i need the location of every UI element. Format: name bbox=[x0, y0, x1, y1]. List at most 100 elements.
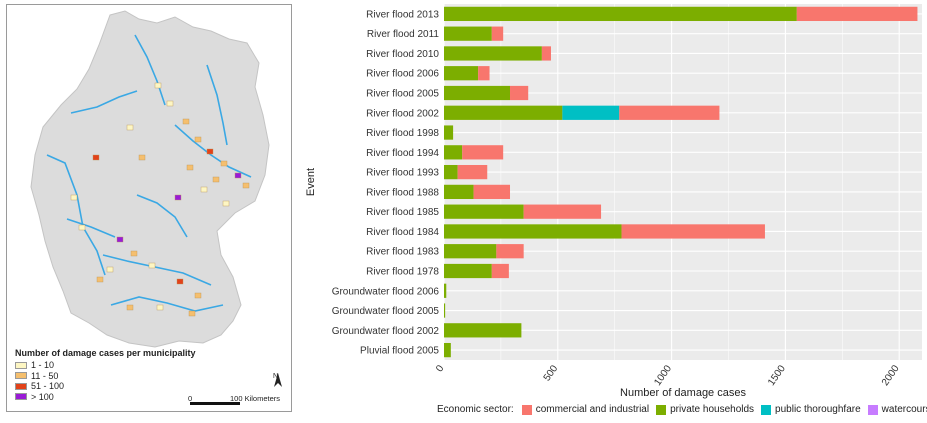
x-tick-label: 500 bbox=[542, 363, 561, 383]
chart-legend-item: commercial and industrial bbox=[521, 404, 649, 415]
y-tick-label: River flood 1998 bbox=[366, 128, 439, 139]
municipality-marker bbox=[200, 186, 208, 193]
x-tick-label: 1000 bbox=[652, 363, 674, 388]
bar-segment bbox=[444, 342, 451, 358]
map-legend-row: > 100 bbox=[15, 392, 196, 403]
municipality-marker bbox=[116, 236, 124, 243]
bar-segment bbox=[444, 184, 474, 200]
north-arrow: N bbox=[273, 373, 282, 387]
north-arrow-icon bbox=[274, 373, 282, 387]
bar-segment bbox=[444, 125, 454, 140]
legend-swatch-3 bbox=[15, 382, 27, 390]
legend-swatch-1 bbox=[15, 361, 27, 369]
bar-segment bbox=[478, 66, 490, 81]
bar-segment bbox=[619, 105, 720, 120]
y-tick-label: Groundwater flood 2005 bbox=[332, 306, 440, 317]
y-tick-label: River flood 1993 bbox=[366, 168, 439, 179]
y-axis-title: Event bbox=[305, 168, 317, 196]
municipality-marker bbox=[176, 278, 184, 285]
bar-segment bbox=[621, 224, 765, 239]
scale-bar-line bbox=[190, 402, 240, 405]
municipality-marker bbox=[222, 200, 230, 207]
municipality-marker bbox=[186, 164, 194, 171]
y-tick-label: River flood 1988 bbox=[366, 187, 439, 198]
bar-segment bbox=[444, 224, 622, 239]
scale-zero-label: 0 bbox=[188, 394, 193, 403]
bar-segment bbox=[444, 323, 522, 338]
chart-bars bbox=[444, 6, 918, 358]
y-tick-label: River flood 2002 bbox=[366, 108, 439, 119]
y-tick-label: River flood 1985 bbox=[366, 207, 439, 218]
bar-segment bbox=[496, 244, 524, 259]
x-tick-label: 2000 bbox=[880, 363, 902, 388]
y-tick-label: River flood 1984 bbox=[366, 227, 439, 238]
chart-legend-label: private households bbox=[670, 404, 755, 415]
legend-swatch-4 bbox=[15, 393, 27, 401]
map-legend-row: 51 - 100 bbox=[15, 381, 196, 392]
map-legend-label: 11 - 50 bbox=[31, 370, 59, 381]
bar-segment bbox=[444, 66, 479, 81]
bar-segment bbox=[457, 164, 488, 180]
y-tick-label: Pluvial flood 2005 bbox=[360, 346, 439, 357]
municipality-marker bbox=[234, 172, 242, 179]
chart-legend-item: private households bbox=[656, 404, 754, 415]
bar-segment bbox=[444, 244, 497, 259]
bar-segment bbox=[541, 46, 551, 61]
bar-segment bbox=[444, 145, 463, 160]
y-tick-label: River flood 1978 bbox=[366, 267, 439, 278]
scale-km-label: 100 Kilometers bbox=[230, 394, 281, 403]
chart-legend-label: watercourses bbox=[881, 404, 927, 415]
bar-segment bbox=[444, 6, 797, 22]
map-legend: Number of damage cases per municipality … bbox=[15, 348, 196, 402]
bar-segment bbox=[444, 303, 446, 318]
map-legend-title: Number of damage cases per municipality bbox=[15, 348, 196, 358]
bar-segment bbox=[510, 85, 529, 101]
municipality-marker bbox=[242, 182, 250, 189]
municipality-marker bbox=[194, 136, 202, 143]
municipality-marker bbox=[156, 304, 164, 311]
chart-legend-key bbox=[867, 404, 878, 415]
bar-segment bbox=[523, 204, 602, 219]
map-legend-label: > 100 bbox=[31, 391, 54, 402]
chart-legend-item: watercourses bbox=[867, 404, 927, 415]
x-axis-title: Number of damage cases bbox=[620, 387, 746, 399]
map-legend-row: 1 - 10 bbox=[15, 360, 196, 371]
bar-segment bbox=[444, 46, 542, 61]
chart-legend-key bbox=[521, 404, 532, 415]
municipality-marker bbox=[78, 224, 86, 231]
bar-segment bbox=[462, 145, 504, 160]
municipality-marker bbox=[182, 118, 190, 125]
x-tick-label: 1500 bbox=[766, 363, 788, 388]
municipality-marker bbox=[212, 176, 220, 183]
municipality-marker bbox=[154, 82, 162, 89]
chart-legend-key bbox=[656, 404, 667, 415]
bar-segment bbox=[444, 85, 511, 101]
municipality-markers bbox=[70, 82, 250, 317]
scale-bar: 0 100 Kilometers bbox=[188, 394, 280, 405]
chart-legend-title: Economic sector: bbox=[437, 404, 514, 415]
y-tick-label: Groundwater flood 2002 bbox=[332, 326, 440, 337]
chart-grid bbox=[443, 4, 922, 360]
municipality-marker bbox=[220, 160, 228, 167]
municipality-marker bbox=[92, 154, 100, 161]
municipality-marker bbox=[174, 194, 182, 201]
bar-segment bbox=[444, 26, 492, 41]
x-tick-labels: 0 500 1000 1500 2000 bbox=[434, 363, 902, 388]
municipality-marker bbox=[206, 148, 214, 155]
bar-segment bbox=[444, 204, 524, 219]
municipality-marker bbox=[130, 250, 138, 257]
municipality-marker bbox=[70, 194, 78, 201]
y-tick-label: River flood 2011 bbox=[367, 29, 440, 40]
municipality-marker bbox=[148, 262, 156, 269]
municipality-marker bbox=[126, 124, 134, 131]
bar-segment bbox=[444, 105, 563, 120]
germany-outline bbox=[30, 10, 270, 348]
municipality-marker bbox=[166, 100, 174, 107]
bar-segment bbox=[491, 26, 504, 41]
y-tick-labels: River flood 2013 River flood 2011 River fl… bbox=[332, 9, 440, 356]
bar-segment bbox=[444, 283, 447, 298]
y-tick-label: River flood 2006 bbox=[366, 69, 439, 80]
y-tick-label: River flood 2005 bbox=[366, 89, 439, 100]
municipality-marker bbox=[138, 154, 146, 161]
bar-segment bbox=[444, 164, 458, 180]
